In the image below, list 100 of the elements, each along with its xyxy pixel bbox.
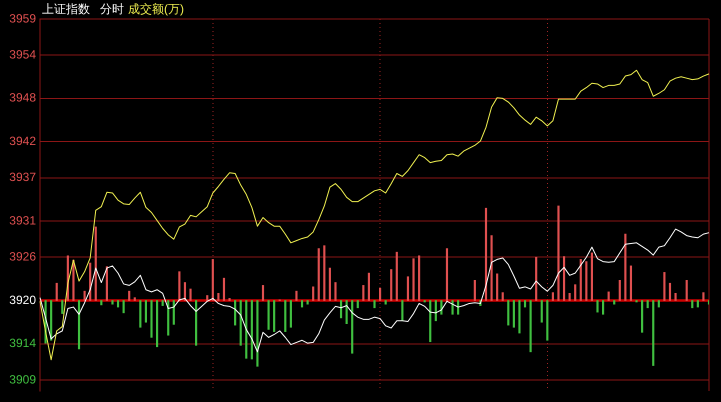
bar — [195, 300, 198, 346]
bar — [334, 282, 337, 301]
bar — [100, 300, 102, 306]
bar — [351, 300, 354, 354]
bar — [512, 300, 515, 328]
bar — [61, 300, 64, 314]
bar — [144, 300, 148, 323]
bar — [312, 286, 314, 301]
bar — [89, 262, 92, 301]
y-tick-label: 3914 — [9, 336, 36, 350]
bar — [663, 272, 666, 301]
bar — [630, 266, 632, 301]
bar — [646, 300, 649, 308]
bar — [373, 300, 376, 308]
bar — [585, 261, 588, 301]
bar — [668, 282, 672, 301]
bar — [356, 300, 359, 308]
bar — [518, 300, 521, 334]
bar — [502, 292, 504, 301]
bar — [540, 300, 543, 323]
y-tick-label: 3942 — [9, 134, 36, 148]
bar — [686, 280, 688, 301]
bar — [412, 258, 415, 301]
bar — [128, 290, 130, 301]
bar — [240, 300, 242, 346]
bar — [641, 300, 644, 333]
bar — [295, 290, 298, 301]
bar — [306, 300, 309, 304]
bar — [535, 256, 538, 301]
bar — [284, 300, 286, 332]
bar — [396, 252, 398, 301]
bar — [172, 300, 175, 325]
bar — [267, 300, 270, 330]
y-tick-label: 3937 — [9, 170, 36, 184]
bar — [401, 300, 404, 320]
bar — [111, 300, 114, 304]
bar — [162, 300, 164, 306]
bar — [658, 300, 660, 308]
bar — [262, 285, 264, 301]
bar — [368, 272, 370, 301]
bar — [362, 285, 364, 301]
bar — [150, 300, 153, 338]
bar — [652, 300, 654, 366]
bar — [446, 248, 448, 301]
bar — [524, 300, 526, 308]
bar — [245, 300, 248, 359]
bar — [702, 292, 705, 301]
bar — [696, 300, 699, 308]
bar — [84, 290, 86, 301]
chart-title: 上证指数 — [42, 2, 90, 16]
bar — [116, 300, 120, 308]
bar — [596, 300, 599, 312]
y-tick-label: 3926 — [9, 250, 36, 264]
bar — [530, 300, 532, 352]
bar — [122, 300, 125, 314]
bar — [94, 226, 97, 301]
bar — [613, 300, 616, 304]
bar — [212, 259, 214, 301]
bar — [608, 292, 610, 301]
bar — [434, 300, 437, 322]
bar — [318, 248, 320, 301]
bar — [378, 288, 382, 301]
bar — [602, 300, 604, 315]
bar — [568, 293, 571, 301]
y-tick-label: 3920 — [9, 292, 36, 307]
bar — [384, 300, 387, 304]
bar — [328, 268, 331, 301]
bar — [206, 295, 208, 301]
bar — [429, 300, 432, 342]
bar — [552, 292, 554, 301]
bar — [222, 278, 226, 301]
bar — [674, 293, 677, 301]
y-tick-label: 3909 — [9, 372, 36, 386]
bar — [300, 300, 304, 308]
bar — [557, 206, 560, 301]
y-tick-label: 3948 — [9, 90, 36, 105]
bar — [590, 252, 594, 301]
bar — [56, 282, 58, 301]
y-tick-label: 3954 — [9, 47, 36, 62]
bar — [290, 300, 292, 328]
bar — [507, 300, 510, 326]
bar — [496, 274, 498, 301]
bar — [574, 284, 576, 301]
bar — [691, 300, 694, 308]
bar — [562, 256, 566, 301]
bar — [580, 259, 582, 301]
bar — [78, 300, 80, 350]
bar — [418, 255, 420, 301]
y-tick-label: 3959 — [9, 11, 36, 26]
bar — [618, 280, 621, 301]
bar — [189, 288, 192, 301]
bar — [217, 293, 220, 301]
bar — [228, 298, 231, 301]
bar — [273, 300, 276, 332]
text: 成交额(万) — [128, 2, 184, 16]
bar — [624, 234, 626, 301]
bar — [134, 297, 136, 301]
bar — [323, 245, 326, 301]
bar — [390, 269, 392, 301]
bar — [156, 300, 158, 348]
